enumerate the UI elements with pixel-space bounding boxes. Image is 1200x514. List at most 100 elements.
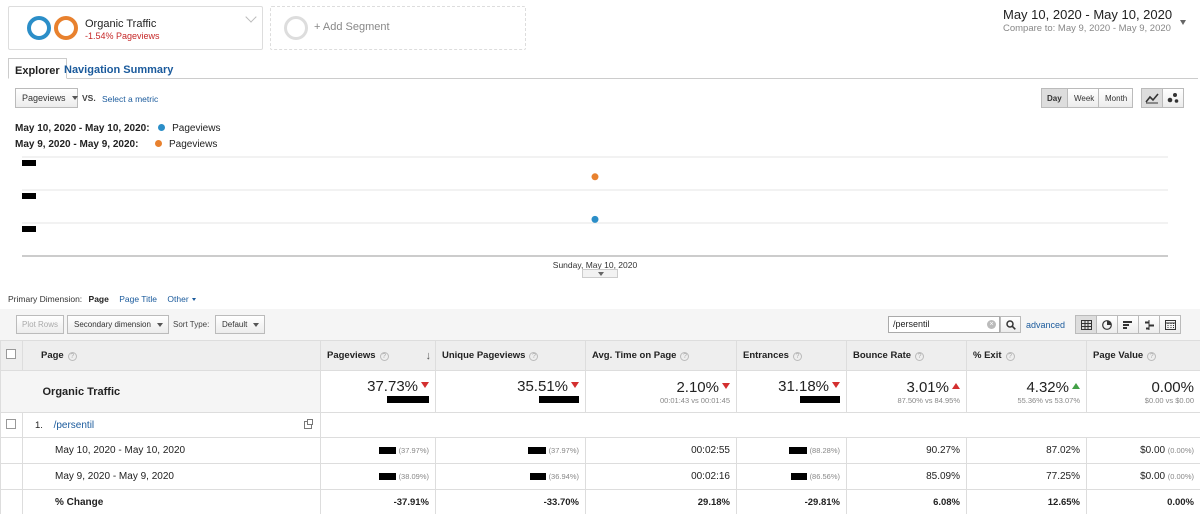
row-b-bounce: 85.09% <box>846 463 967 490</box>
row-a-entrances: (88.28%) <box>736 437 847 464</box>
help-icon[interactable]: ? <box>915 352 925 361</box>
chart-resize-handle[interactable] <box>582 269 618 278</box>
dimension-page-title[interactable]: Page Title <box>119 294 158 304</box>
segment-change: -1.54% Pageviews <box>85 31 160 41</box>
header-unique-pageviews[interactable]: Unique Pageviews? <box>435 340 586 371</box>
help-icon[interactable]: ? <box>792 352 802 361</box>
metric-select-label: Pageviews <box>22 93 66 103</box>
down-arrow-icon <box>722 382 730 389</box>
summary-row: Organic Traffic 37.73% 35.51% 2.10% 00:0… <box>0 370 1200 413</box>
help-icon[interactable]: ? <box>67 352 77 361</box>
redacted-value <box>788 446 807 454</box>
redacted-value <box>529 472 546 480</box>
table-view-button[interactable] <box>1075 315 1097 334</box>
summary-pageviews: 37.73% <box>320 370 436 413</box>
pie-view-button[interactable] <box>1096 315 1118 334</box>
advanced-filter-link[interactable]: advanced <box>1026 320 1066 330</box>
row-b-pageviews: (38.09%) <box>320 463 436 490</box>
granularity-week-button[interactable]: Week <box>1067 88 1099 108</box>
header-pageviews[interactable]: Pageviews? ↓ <box>320 340 436 371</box>
motion-chart-button[interactable] <box>1162 88 1184 108</box>
table-search-input[interactable]: /persentil × <box>888 316 1000 333</box>
row-b-exit: 77.25% <box>966 463 1087 490</box>
granularity-month-button[interactable]: Month <box>1098 88 1133 108</box>
line-chart-button[interactable] <box>1141 88 1163 108</box>
row-b-pageviews-pct: (38.09%) <box>398 472 429 481</box>
row-select-cell[interactable] <box>0 412 23 438</box>
select-metric-link[interactable]: Select a metric <box>102 94 159 104</box>
summary-bounce: 3.01% 87.50% vs 84.95% <box>846 370 967 413</box>
external-link-icon[interactable] <box>304 419 313 429</box>
header-bounce-rate[interactable]: Bounce Rate? <box>846 340 967 371</box>
row-a-pageviews-pct: (37.97%) <box>398 446 429 455</box>
row-page-link[interactable]: /persentil <box>53 419 95 431</box>
row-checkbox[interactable] <box>6 418 16 429</box>
performance-view-button[interactable] <box>1117 315 1139 334</box>
tab-navigation-summary[interactable]: Navigation Summary <box>64 64 174 76</box>
plot-rows-button[interactable]: Plot Rows <box>16 315 64 334</box>
segment-compare-donut-icon <box>54 16 78 40</box>
summary-page-value-value: 0.00% <box>1151 378 1194 396</box>
redacted-value <box>378 472 396 480</box>
sort-desc-icon: ↓ <box>425 350 432 362</box>
header-page[interactable]: Page? <box>22 340 321 371</box>
y-tick-label-redacted <box>22 160 36 166</box>
header-label: Avg. Time on Page <box>592 350 677 361</box>
secondary-dimension-select[interactable]: Secondary dimension <box>67 315 169 334</box>
change-avg-time: 29.18% <box>585 489 737 514</box>
chevron-down-icon <box>253 322 260 327</box>
chevron-down-icon <box>598 272 604 276</box>
legend-dot-current <box>158 124 166 131</box>
header-entrances[interactable]: Entrances? <box>736 340 847 371</box>
granularity-day-button[interactable]: Day <box>1041 88 1068 108</box>
change-value: 0.00% <box>1086 489 1200 514</box>
help-icon[interactable]: ? <box>680 352 690 361</box>
clear-search-icon[interactable]: × <box>987 320 996 329</box>
chevron-down-icon[interactable] <box>245 11 257 23</box>
header-exit[interactable]: % Exit? <box>966 340 1087 371</box>
row-b-unique: (36.94%) <box>435 463 586 490</box>
down-arrow-icon <box>832 381 840 388</box>
tab-bar-line <box>8 78 1198 79</box>
sort-type-value: Default <box>222 320 248 329</box>
dimension-other[interactable]: Other <box>167 294 189 304</box>
header-page-value[interactable]: Page Value? <box>1086 340 1200 371</box>
row-a-value: $0.00 (0.00%) <box>1086 437 1200 464</box>
metric-select[interactable]: Pageviews <box>15 88 78 108</box>
summary-pageviews-value: 37.73% <box>367 377 418 395</box>
table-row-previous-range: May 9, 2020 - May 9, 2020 (38.09%) (36.9… <box>0 463 1200 490</box>
change-label: % Change <box>22 489 321 514</box>
help-icon[interactable]: ? <box>379 352 389 361</box>
tab-explorer[interactable]: Explorer <box>8 58 67 79</box>
comparison-view-button[interactable] <box>1138 315 1160 334</box>
row-page-cell: 1. /persentil <box>22 412 321 438</box>
select-all-cell[interactable] <box>0 340 23 371</box>
data-point-current <box>591 215 599 223</box>
row-a-bounce: 90.27% <box>846 437 967 464</box>
redacted-value <box>800 396 840 404</box>
table-row: 1. /persentil <box>0 412 1200 438</box>
primary-dimension-label: Primary Dimension: <box>8 294 83 304</box>
summary-label: Organic Traffic <box>22 370 321 413</box>
add-segment-button[interactable]: + Add Segment <box>270 6 526 50</box>
legend-range-previous: May 9, 2020 - May 9, 2020: <box>15 139 139 150</box>
date-range-picker[interactable]: May 10, 2020 - May 10, 2020 Compare to: … <box>1003 7 1193 37</box>
select-all-checkbox[interactable] <box>6 349 16 359</box>
help-icon[interactable]: ? <box>1005 352 1015 361</box>
sort-type-select[interactable]: Default <box>215 315 265 334</box>
pivot-view-button[interactable] <box>1159 315 1181 334</box>
help-icon[interactable]: ? <box>1147 352 1157 361</box>
y-tick-label-redacted <box>22 193 36 199</box>
table-row-current-range: May 10, 2020 - May 10, 2020 (37.97%) (37… <box>0 437 1200 464</box>
legend-row-current: May 10, 2020 - May 10, 2020: Pageviews <box>15 123 220 134</box>
segment-organic-traffic[interactable]: Organic Traffic -1.54% Pageviews <box>8 6 263 50</box>
dimension-page[interactable]: Page <box>88 294 109 304</box>
help-icon[interactable]: ? <box>529 352 539 361</box>
row-b-avg-time: 00:02:16 <box>585 463 737 490</box>
header-avg-time[interactable]: Avg. Time on Page? <box>585 340 737 371</box>
bar-chart-icon <box>1123 320 1132 329</box>
redacted-value <box>539 396 579 404</box>
search-button[interactable] <box>1000 316 1021 333</box>
vs-label: VS. <box>82 93 96 103</box>
search-value: /persentil <box>893 319 930 329</box>
